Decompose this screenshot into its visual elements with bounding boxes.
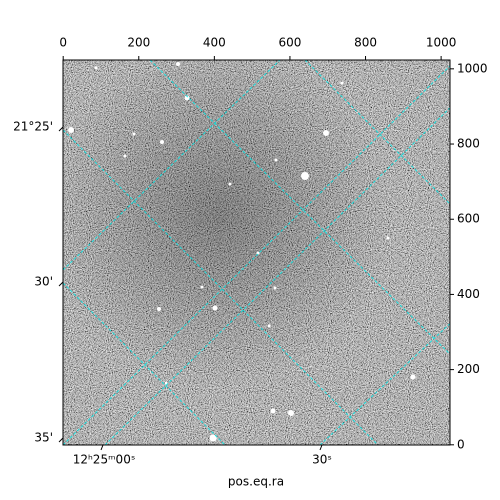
grid-line	[63, 282, 226, 445]
y-tick-label: 200	[457, 362, 480, 376]
grid-line	[304, 60, 450, 205]
grid-line	[63, 60, 281, 271]
dec-tick-label: 35'	[34, 431, 53, 445]
ra-tick	[319, 444, 323, 451]
grid-line	[149, 60, 450, 355]
dec-tick	[58, 126, 64, 132]
stars	[68, 62, 416, 442]
y-tick-label: 400	[457, 287, 480, 301]
x-axis-label: pos.eq.ra	[228, 475, 284, 489]
x-tick-label: 800	[354, 36, 377, 50]
grid-line	[104, 107, 450, 445]
dec-tick	[58, 437, 64, 443]
x-tick-label: 600	[278, 36, 301, 50]
x-tick-label: 400	[203, 36, 226, 50]
frame	[62, 59, 451, 446]
ra-tick-label: 12ʰ25ᵐ00ˢ	[73, 453, 136, 467]
sky-image	[63, 60, 450, 445]
ra-tick	[100, 444, 104, 451]
grid-line	[319, 322, 450, 445]
coordinate-grid	[63, 60, 450, 445]
dec-tick	[58, 281, 64, 287]
x-tick-label: 1000	[426, 36, 457, 50]
y-tick-label: 600	[457, 212, 480, 226]
dec-tick-label: 30'	[34, 275, 53, 289]
grid-line	[63, 65, 450, 445]
ra-tick-label: 30ˢ	[312, 453, 332, 467]
x-tick-label: 0	[59, 36, 67, 50]
y-tick-label: 1000	[457, 61, 488, 75]
y-tick-label: 800	[457, 137, 480, 151]
x-tick-label: 200	[127, 36, 150, 50]
grid-line	[63, 129, 379, 445]
y-tick-label: 0	[457, 437, 465, 451]
dec-tick-label: 21°25'	[13, 120, 53, 134]
